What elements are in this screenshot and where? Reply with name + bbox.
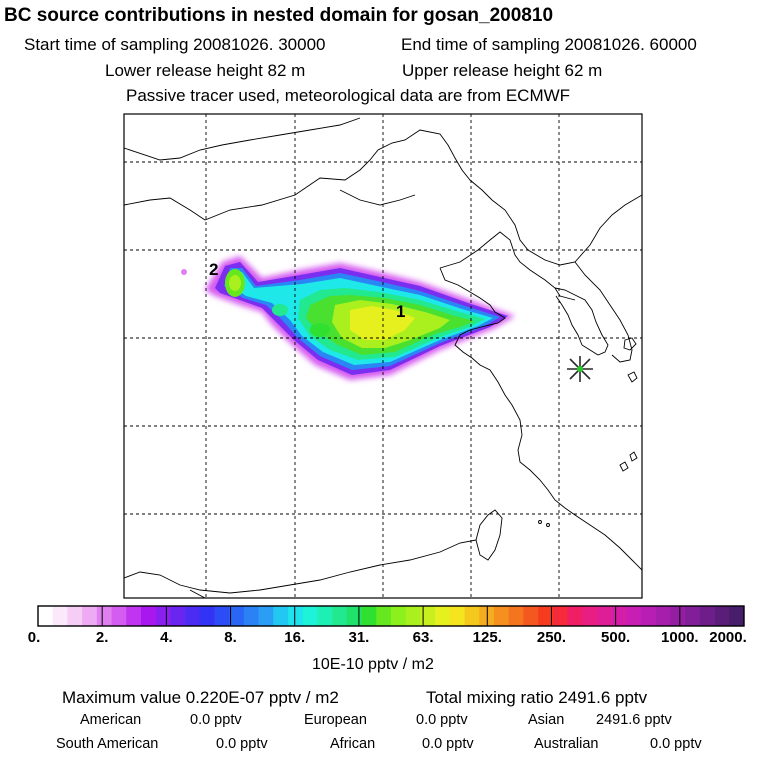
lower-release-height: Lower release height 82 m [105,61,306,80]
region-australian-value: 0.0 pptv [650,736,702,752]
color-scale-swatch [641,606,657,626]
color-scale-swatch [552,606,568,626]
region-european-name: European [304,712,367,728]
receptor-star-marker [567,356,593,382]
color-scale-swatch [273,606,289,626]
region-european-value: 0.0 pptv [416,712,468,728]
color-scale-swatch [596,606,612,626]
concentration-plume [181,256,515,380]
color-scale-swatch [582,606,598,626]
color-scale-label: 1000. [661,629,699,646]
color-scale-swatch [38,606,54,626]
region-south-american-name: South American [56,736,159,752]
lat-lon-grid [124,114,642,598]
color-scale-swatch [52,606,68,626]
color-scale-swatch [214,606,230,626]
color-scale-label: 500. [601,629,631,646]
color-scale-label: 31. [348,629,370,646]
color-scale-swatch [699,606,715,626]
color-scale-swatch [67,606,83,626]
region-american-name: American [80,712,142,728]
tracer-note: Passive tracer used, meteorological data… [126,86,571,105]
color-scale-swatch [111,606,127,626]
scale-units: 10E-10 pptv / m2 [312,656,434,673]
region-south-american-value: 0.0 pptv [216,736,268,752]
color-scale-swatch [670,606,686,626]
color-scale-swatch [126,606,142,626]
region-african-value: 0.0 pptv [422,736,474,752]
map-frame [123,113,643,599]
color-scale-label: 2. [95,629,109,646]
color-scale-swatch [391,606,407,626]
color-scale-swatch [523,606,539,626]
color-scale-label: 63. [412,629,434,646]
color-scale-swatch [655,606,671,626]
color-scale-swatch [626,606,642,626]
color-scale-swatch [185,606,201,626]
color-scale-swatch [317,606,333,626]
color-scale-swatch [729,606,745,626]
total-mixing-ratio: Total mixing ratio 2491.6 pptv [426,688,648,707]
color-scale-swatch [479,606,495,626]
color-scale-swatch [288,606,304,626]
color-scale-swatch [611,606,627,626]
color-scale-label: 4. [160,629,173,646]
color-scale-label: 125. [472,629,502,646]
color-scale-swatch [332,606,348,626]
color-scale-swatch [714,606,730,626]
color-scale-label: 0. [27,629,41,646]
color-scale-swatch [538,606,554,626]
coastlines [124,117,642,598]
color-scale-swatch [420,606,436,626]
region-african-name: African [330,736,376,752]
color-scale-swatch [229,606,245,626]
color-scale-swatch [140,606,156,626]
region-asian-name: Asian [528,712,565,728]
color-scale-swatch [243,606,259,626]
upper-release-height: Upper release height 62 m [402,61,603,80]
start-time: Start time of sampling 20081026. 30000 [24,35,326,54]
color-scale-swatch [435,606,451,626]
color-scale-swatch [361,606,377,626]
maximum-value: Maximum value 0.220E-07 pptv / m2 [62,688,339,707]
color-scale-swatch [405,606,421,626]
color-scale-swatch [199,606,215,626]
color-scale-swatch [508,606,524,626]
color-scale-swatch [170,606,186,626]
color-scale-swatch [82,606,98,626]
color-scale-label: 8. [224,629,237,646]
color-scale-swatch [155,606,171,626]
region-asian-value: 2491.6 pptv [596,712,672,728]
color-scale-swatch [258,606,274,626]
source-label-1: 1 [396,302,405,321]
region-american-value: 0.0 pptv [190,712,242,728]
color-scale-swatch [567,606,583,626]
color-scale-swatch [346,606,362,626]
color-scale-swatch [449,606,465,626]
region-australian-name: Australian [534,736,599,752]
color-scale-swatch [464,606,480,626]
end-time: End time of sampling 20081026. 60000 [401,35,697,54]
color-scale-label: 250. [536,629,567,646]
color-scale-label: 16. [284,629,306,646]
color-scale-swatch [376,606,392,626]
color-scale-swatch [302,606,318,626]
color-scale-swatch [493,606,509,626]
color-scale-frame [37,605,745,627]
color-scale-swatch [685,606,701,626]
plot-title: BC source contributions in nested domain… [4,5,554,26]
source-label-2: 2 [209,260,218,279]
color-scale-label: 2000. [709,629,747,646]
color-scale-swatch [96,606,112,626]
